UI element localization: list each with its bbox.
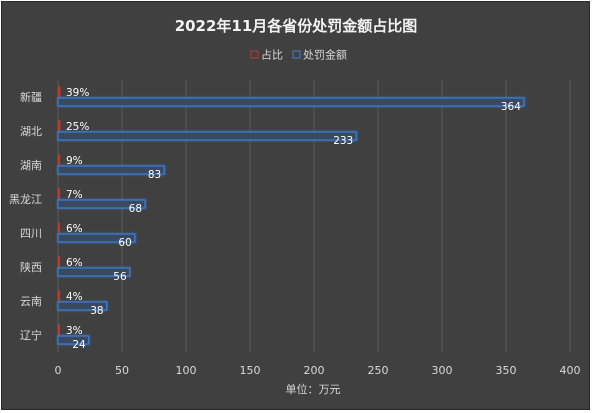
- data-label-share: 9%: [66, 155, 83, 167]
- bar-share: [57, 222, 61, 234]
- data-label-share: 6%: [66, 257, 83, 269]
- y-category-label: 黑龙江: [9, 193, 42, 206]
- bar-share: [57, 86, 61, 98]
- bar-amount: [57, 267, 131, 277]
- bar-amount: [57, 131, 357, 141]
- x-tick-label: 150: [240, 364, 261, 377]
- bar-amount: [57, 97, 525, 107]
- bar-amount: [57, 233, 136, 243]
- data-label-amount: 38: [90, 305, 103, 317]
- x-tick-label: 400: [560, 364, 581, 377]
- data-label-share: 3%: [66, 325, 83, 337]
- data-label-amount: 24: [72, 339, 86, 351]
- bar-amount: [57, 165, 165, 175]
- bar-share: [57, 188, 61, 200]
- legend-swatch-amount: [292, 50, 301, 59]
- y-category-label: 新疆: [20, 90, 42, 104]
- legend-swatch-share: [250, 50, 259, 59]
- x-tick-label: 100: [176, 364, 197, 377]
- gridlines: [57, 80, 571, 352]
- x-axis-title: 单位：万元: [286, 382, 341, 396]
- legend-label-share: 占比: [261, 48, 283, 62]
- data-label-share: 25%: [66, 121, 89, 133]
- bars: 39% 364 25% 233 9% 83 7% 68 6% 60 6% 56 4% 38 3% 24: [57, 86, 525, 351]
- x-tick-label: 200: [304, 364, 325, 377]
- y-category-label: 辽宁: [20, 328, 42, 342]
- x-tick-label: 0: [55, 364, 62, 377]
- data-label-share: 39%: [66, 87, 89, 99]
- bar-share: [57, 324, 61, 336]
- data-label-amount: 364: [501, 101, 521, 113]
- x-tick-label: 250: [368, 364, 389, 377]
- legend-label-amount: 处罚金额: [303, 48, 347, 62]
- data-label-share: 4%: [66, 291, 83, 303]
- y-category-label: 陕西: [20, 260, 42, 274]
- bar-amount: [57, 335, 90, 345]
- data-label-amount: 83: [148, 169, 161, 181]
- y-category-label: 湖北: [20, 125, 42, 138]
- bar-amount: [57, 199, 146, 209]
- data-label-share: 6%: [66, 223, 83, 235]
- x-tick-label: 50: [115, 364, 129, 377]
- bar-share: [57, 256, 61, 268]
- x-tick-label: 300: [432, 364, 453, 377]
- data-label-share: 7%: [66, 189, 83, 201]
- data-label-amount: 68: [129, 203, 142, 215]
- data-label-amount: 56: [113, 271, 127, 283]
- y-category-label: 云南: [20, 295, 42, 308]
- bar-share: [57, 290, 61, 302]
- data-label-amount: 233: [333, 135, 353, 147]
- bar-amount: [57, 301, 108, 311]
- legend: 占比 处罚金额: [250, 48, 347, 62]
- chart-title: 2022年11月各省份处罚金额占比图: [175, 17, 418, 35]
- bar-share: [57, 120, 61, 132]
- x-tick-label: 350: [496, 364, 517, 377]
- x-axis-ticks: 0 50 100 150 200 250 300 350 400: [55, 364, 581, 377]
- y-category-label: 湖南: [20, 159, 42, 172]
- data-label-amount: 60: [118, 237, 131, 249]
- bar-share: [57, 154, 61, 166]
- y-category-label: 四川: [20, 227, 42, 240]
